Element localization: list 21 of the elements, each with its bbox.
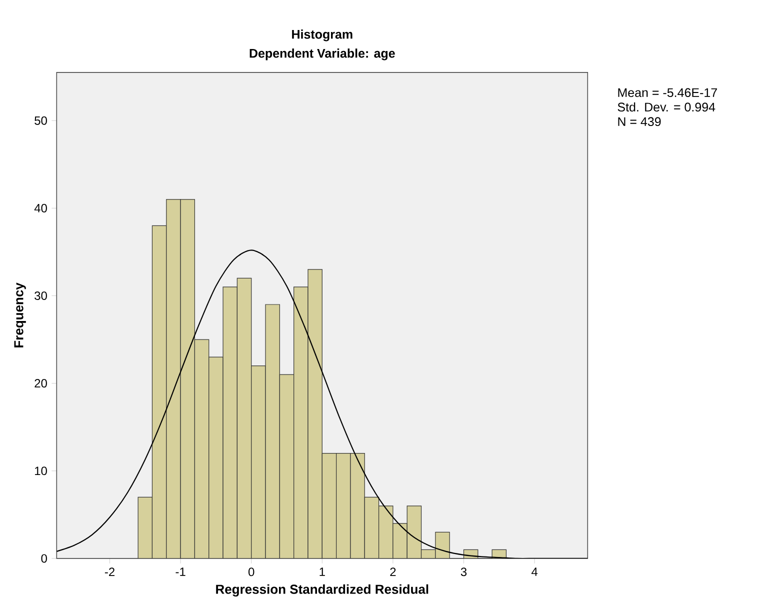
y-tick-label: 40 [34, 204, 47, 212]
x-tick-label: 3 [460, 568, 467, 576]
y-axis-title: Frequency [14, 282, 26, 348]
x-tick-label: -2 [104, 568, 114, 576]
x-tick-label: 1 [320, 568, 325, 576]
chart-subtitle: Dependent Variable: age [250, 48, 395, 60]
x-tick-label: -1 [176, 568, 186, 576]
x-tick-label: 4 [531, 568, 538, 576]
x-tick-label: 0 [248, 568, 254, 576]
y-tick-label: 10 [35, 466, 47, 476]
y-tick-label: 20 [34, 379, 47, 388]
text: Std. Dev. = 0.994 [618, 102, 716, 112]
y-tick-label: 30 [34, 291, 47, 300]
chart-title: Histogram [292, 30, 352, 42]
text: N = 439 [618, 117, 661, 126]
x-tick-label: 2 [390, 568, 396, 576]
y-tick-label: 0 [41, 554, 47, 563]
x-axis-title: Regression Standardized Residual [216, 584, 428, 597]
y-tick-label: 50 [34, 116, 47, 125]
line-series [56, 250, 588, 558]
text: Mean = -5.46E-17 [618, 88, 717, 98]
